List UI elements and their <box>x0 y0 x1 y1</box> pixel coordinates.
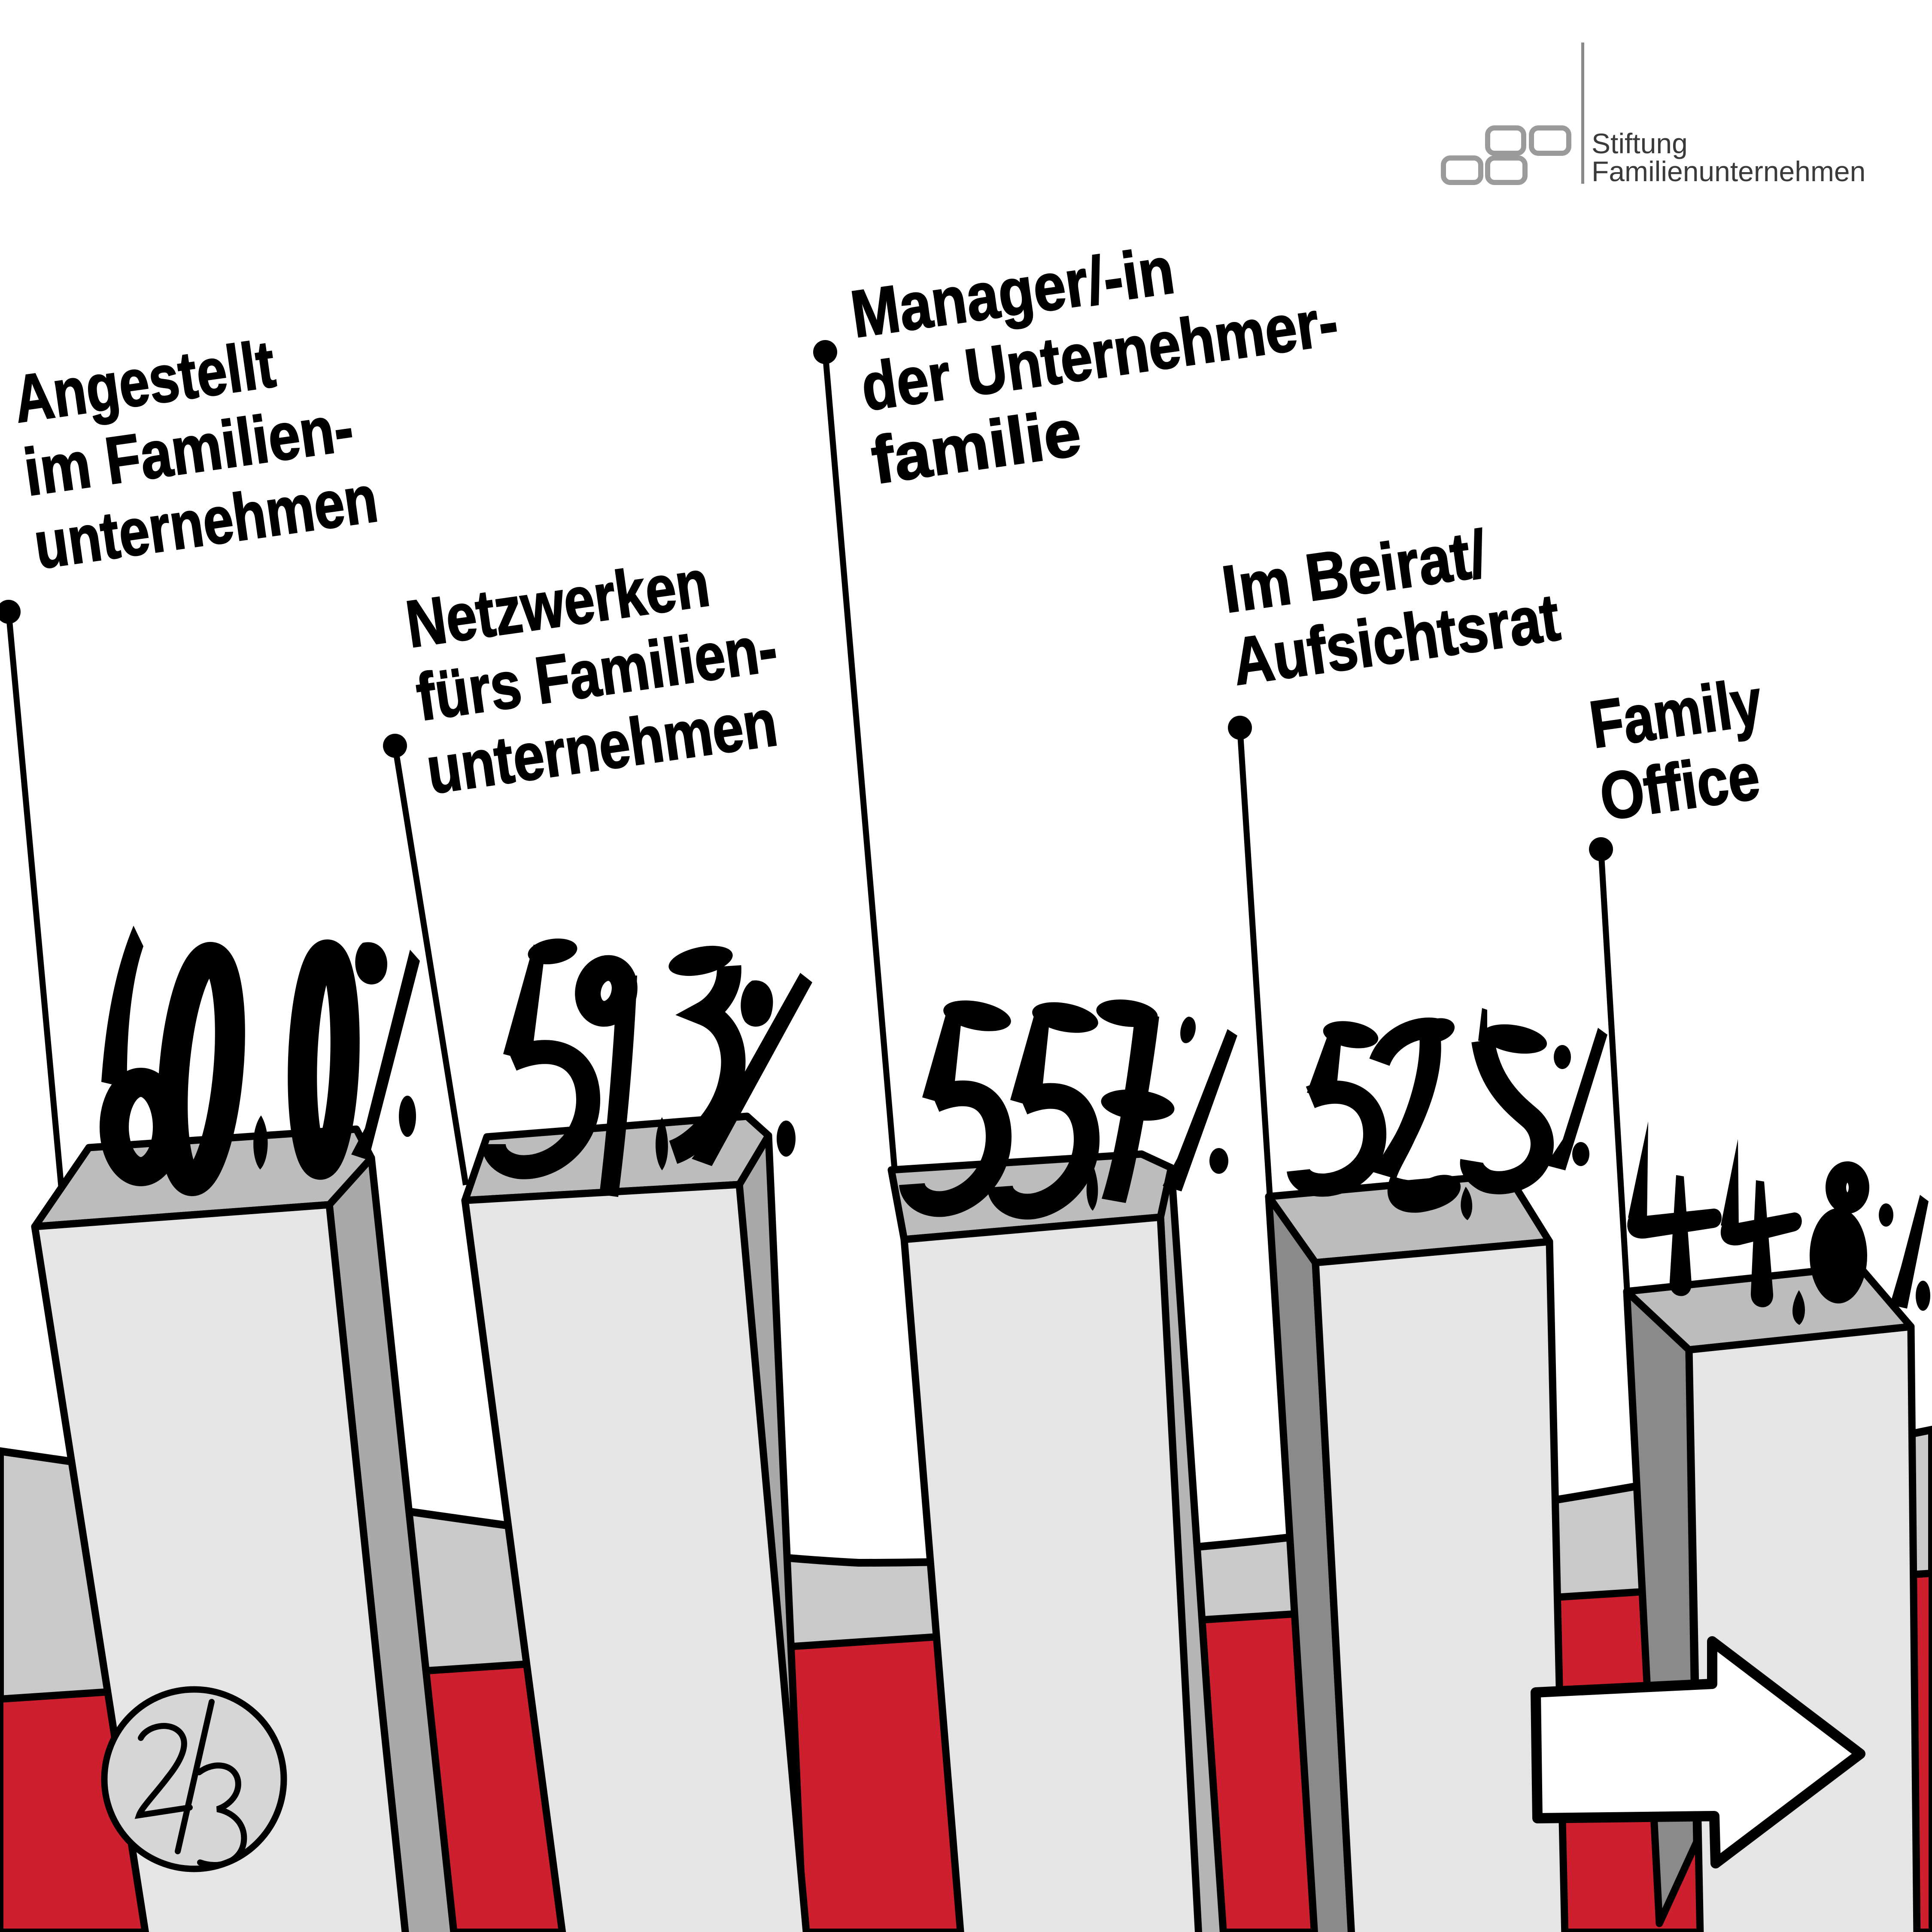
svg-text:Stiftung: Stiftung <box>1592 128 1688 159</box>
svg-text:Familienunternehmen: Familienunternehmen <box>1592 155 1865 187</box>
svg-text:Office: Office <box>1595 738 1764 834</box>
